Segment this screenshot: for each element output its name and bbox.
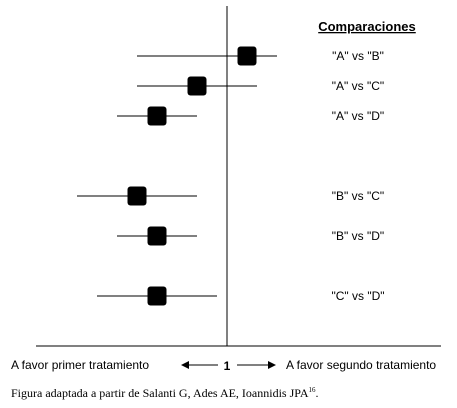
- caption-text: Figura adaptada a partir de Salanti G, A…: [11, 386, 309, 400]
- comparison-label: "B" vs "C": [332, 189, 384, 203]
- comparison-label: "A" vs "C": [332, 79, 384, 93]
- estimate-marker: [237, 46, 257, 66]
- estimate-marker: [147, 106, 167, 126]
- estimate-marker: [187, 76, 207, 96]
- comparison-label: "A" vs "B": [332, 49, 384, 63]
- caption-reference: 16: [308, 386, 316, 394]
- estimate-marker: [147, 226, 167, 246]
- comparison-label: "C" vs "D": [331, 289, 384, 303]
- estimate-marker: [127, 186, 147, 206]
- left-favor-label: A favor primer tratamiento: [11, 358, 149, 372]
- estimate-marker: [147, 286, 167, 306]
- comparison-label: "B" vs "D": [332, 229, 384, 243]
- null-value-label: 1: [224, 359, 231, 373]
- comparisons-heading: Comparaciones: [318, 19, 416, 34]
- right-favor-label: A favor segundo tratamiento: [286, 358, 436, 372]
- figure-caption: Figura adaptada a partir de Salanti G, A…: [11, 386, 319, 401]
- caption-end: .: [315, 386, 319, 400]
- comparison-label: "A" vs "D": [332, 109, 384, 123]
- rows-group: "A" vs "B" "A" vs "C" "A" vs "D" "B" vs "C"…: [77, 46, 385, 306]
